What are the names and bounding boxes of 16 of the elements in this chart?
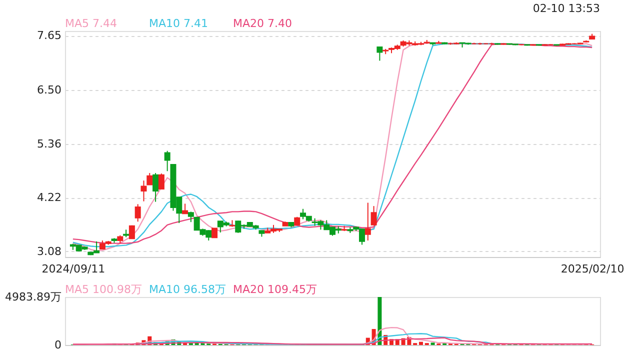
x-tick-label: 2024/09/11 [42, 262, 106, 276]
y-tick-label: 3.08 [37, 244, 62, 258]
x-tick-label: 2025/02/10 [560, 262, 624, 276]
y-tick-label: 6.50 [37, 83, 62, 96]
text: 02-10 13:53 [532, 2, 600, 15]
y-tick-label: 4983.89万 [5, 290, 62, 304]
y-tick-label: 5.36 [37, 137, 62, 150]
text: MA5 7.44 [65, 17, 118, 30]
text: MA5 100.98万 [65, 283, 142, 296]
text: MA10 7.41 [149, 17, 208, 30]
y-tick-label: 7.65 [37, 29, 62, 42]
y-tick-label: 0 [54, 338, 62, 352]
y-tick-label: 4.22 [37, 191, 62, 204]
text: MA20 7.40 [233, 17, 292, 30]
text: MA10 96.58万 [149, 283, 226, 296]
text: MA20 109.45万 [233, 283, 317, 296]
